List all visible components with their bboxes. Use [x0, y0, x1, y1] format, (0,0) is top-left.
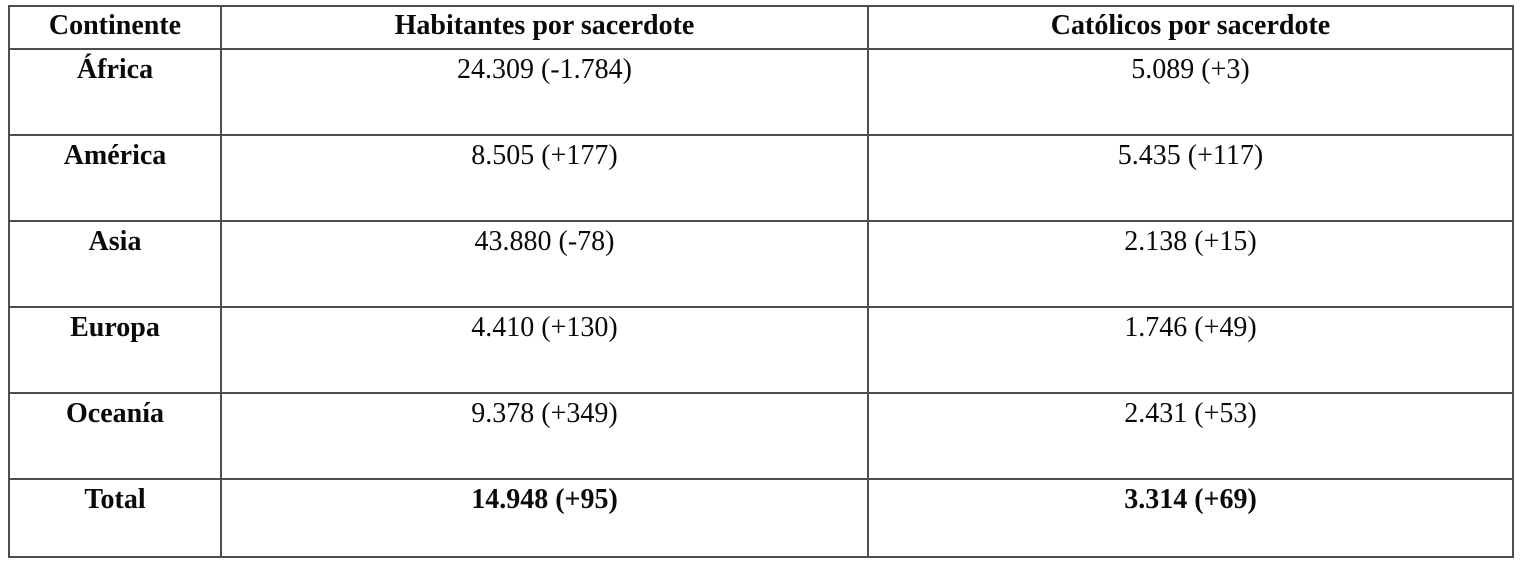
catolicos-cell: 5.435 (+117): [867, 134, 1514, 222]
table-row-america: América 8.505 (+177) 5.435 (+117): [8, 134, 1514, 222]
catolicos-cell: 3.314 (+69): [867, 478, 1514, 558]
table-row-total: Total 14.948 (+95) 3.314 (+69): [8, 478, 1514, 558]
habitantes-cell: 9.378 (+349): [220, 392, 869, 480]
continent-cell: Asia: [8, 220, 222, 308]
catolicos-cell: 5.089 (+3): [867, 48, 1514, 136]
continent-cell: Total: [8, 478, 222, 558]
continent-cell: África: [8, 48, 222, 136]
column-header-catolicos-por-sacerdote: Católicos por sacerdote: [867, 5, 1514, 50]
continent-cell: América: [8, 134, 222, 222]
table-row-africa: África 24.309 (-1.784) 5.089 (+3): [8, 48, 1514, 136]
priests-per-continent-table: Continente Habitantes por sacerdote Cató…: [8, 5, 1514, 558]
header-row: Continente Habitantes por sacerdote Cató…: [8, 5, 1514, 50]
column-header-continente: Continente: [8, 5, 222, 50]
habitantes-cell: 14.948 (+95): [220, 478, 869, 558]
habitantes-cell: 43.880 (-78): [220, 220, 869, 308]
catolicos-cell: 1.746 (+49): [867, 306, 1514, 394]
table-row-asia: Asia 43.880 (-78) 2.138 (+15): [8, 220, 1514, 308]
continent-cell: Europa: [8, 306, 222, 394]
table-row-europa: Europa 4.410 (+130) 1.746 (+49): [8, 306, 1514, 394]
continent-cell: Oceanía: [8, 392, 222, 480]
catolicos-cell: 2.431 (+53): [867, 392, 1514, 480]
habitantes-cell: 8.505 (+177): [220, 134, 869, 222]
habitantes-cell: 4.410 (+130): [220, 306, 869, 394]
habitantes-cell: 24.309 (-1.784): [220, 48, 869, 136]
column-header-habitantes-por-sacerdote: Habitantes por sacerdote: [220, 5, 869, 50]
table-row-oceania: Oceanía 9.378 (+349) 2.431 (+53): [8, 392, 1514, 480]
catolicos-cell: 2.138 (+15): [867, 220, 1514, 308]
